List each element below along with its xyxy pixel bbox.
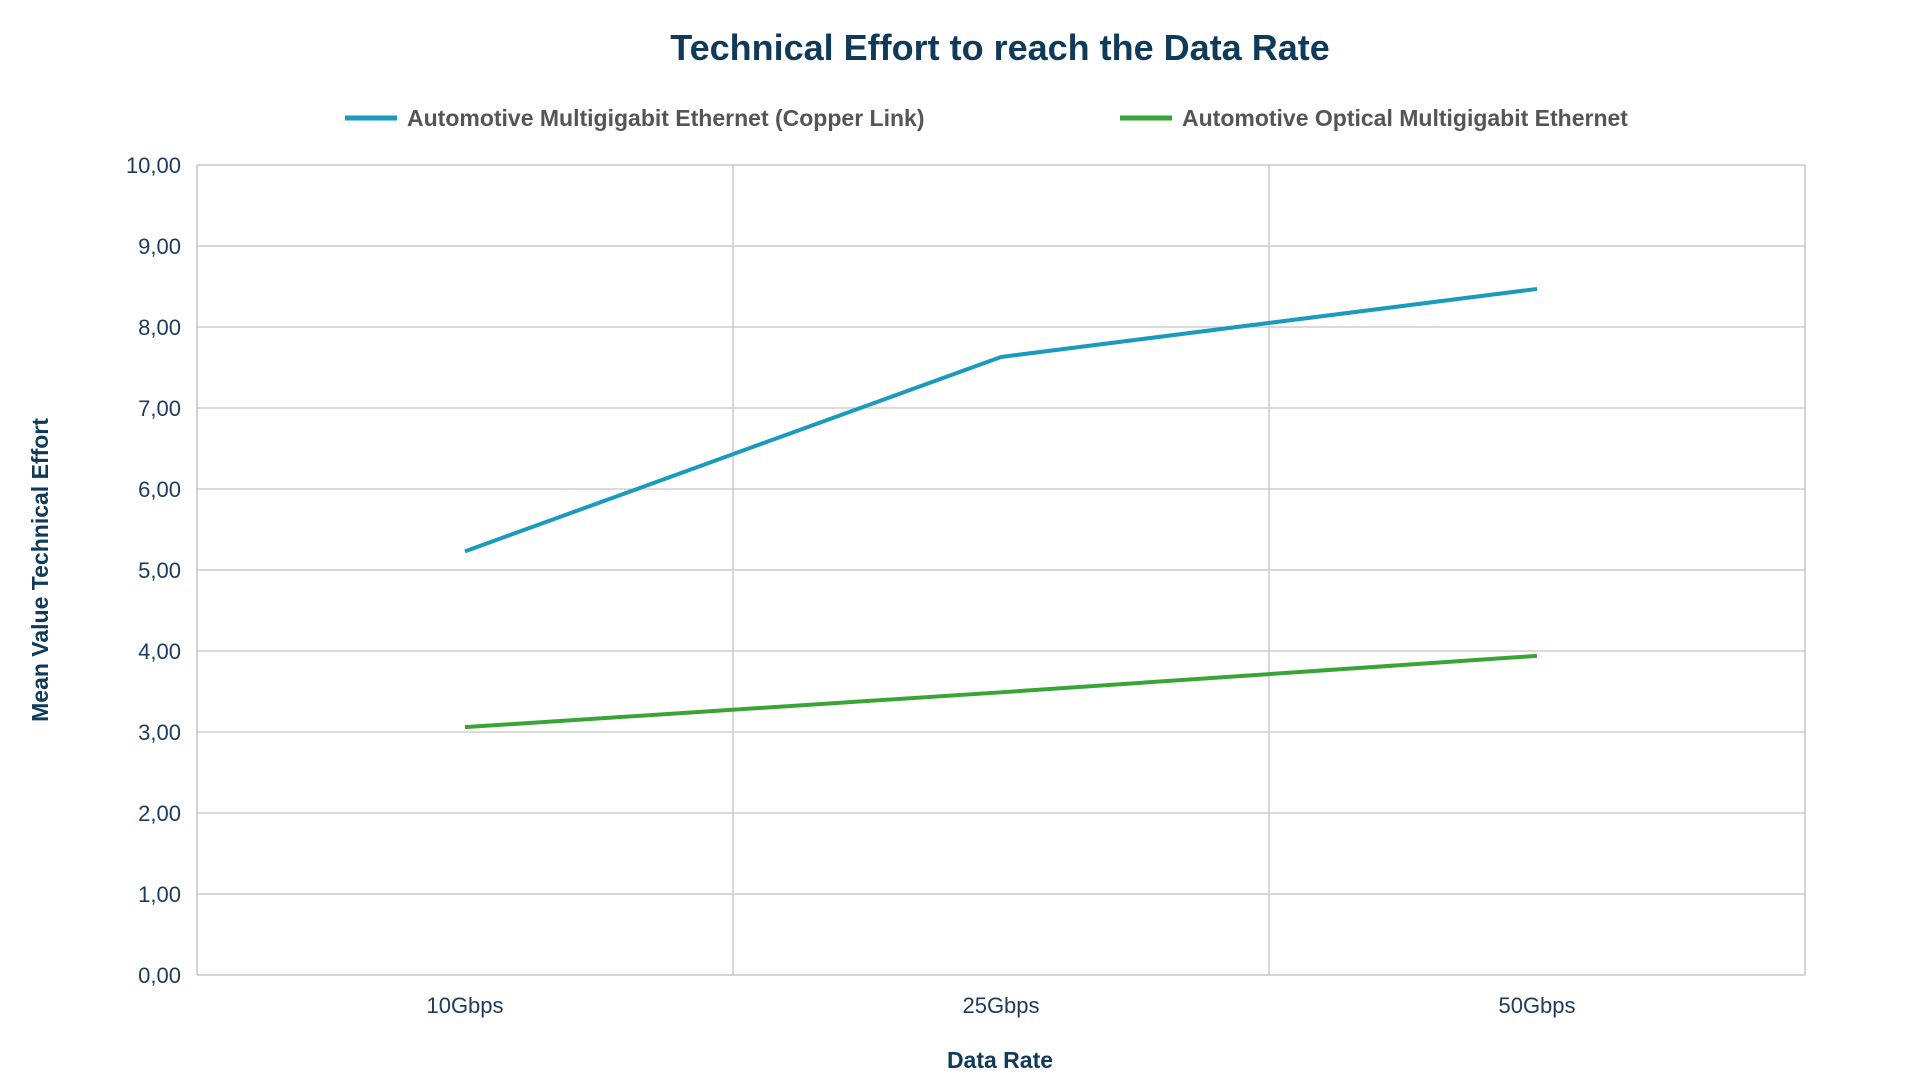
y-tick-label: 10,00 [126,153,181,178]
y-tick-label: 2,00 [138,801,181,826]
y-tick-label: 9,00 [138,234,181,259]
legend-item-1: Automotive Multigigabit Ethernet (Copper… [345,105,924,131]
y-tick-label: 7,00 [138,396,181,421]
y-tick-label: 4,00 [138,639,181,664]
legend-item-2: Automotive Optical Multigigabit Ethernet [1120,105,1628,131]
series-line-2 [464,653,1538,730]
series-line-1 [464,286,1538,554]
y-tick-label: 1,00 [138,882,181,907]
y-axis-ticks: 0,00 1,00 2,00 3,00 4,00 5,00 6,00 7,00 8,00 9,00… [126,153,181,988]
x-tick-label: 50Gbps [1498,993,1575,1018]
x-axis-ticks: 10Gbps 25Gbps 50Gbps [426,993,1575,1018]
x-axis-title: Data Rate [947,1047,1053,1073]
series-layer [464,286,1538,730]
legend-label: Automotive Optical Multigigabit Ethernet [1182,105,1628,131]
y-tick-label: 6,00 [138,477,181,502]
x-tick-label: 25Gbps [962,993,1039,1018]
y-tick-label: 5,00 [138,558,181,583]
y-axis-title: Mean Value Technical Effort [27,418,53,722]
x-tick-label: 10Gbps [426,993,503,1018]
y-tick-label: 3,00 [138,720,181,745]
chart-title: Technical Effort to reach the Data Rate [670,27,1329,68]
y-tick-label: 8,00 [138,315,181,340]
legend: Automotive Multigigabit Ethernet (Copper… [345,105,1628,131]
legend-label: Automotive Multigigabit Ethernet (Copper… [407,105,924,131]
grid [196,164,1806,976]
y-tick-label: 0,00 [138,963,181,988]
